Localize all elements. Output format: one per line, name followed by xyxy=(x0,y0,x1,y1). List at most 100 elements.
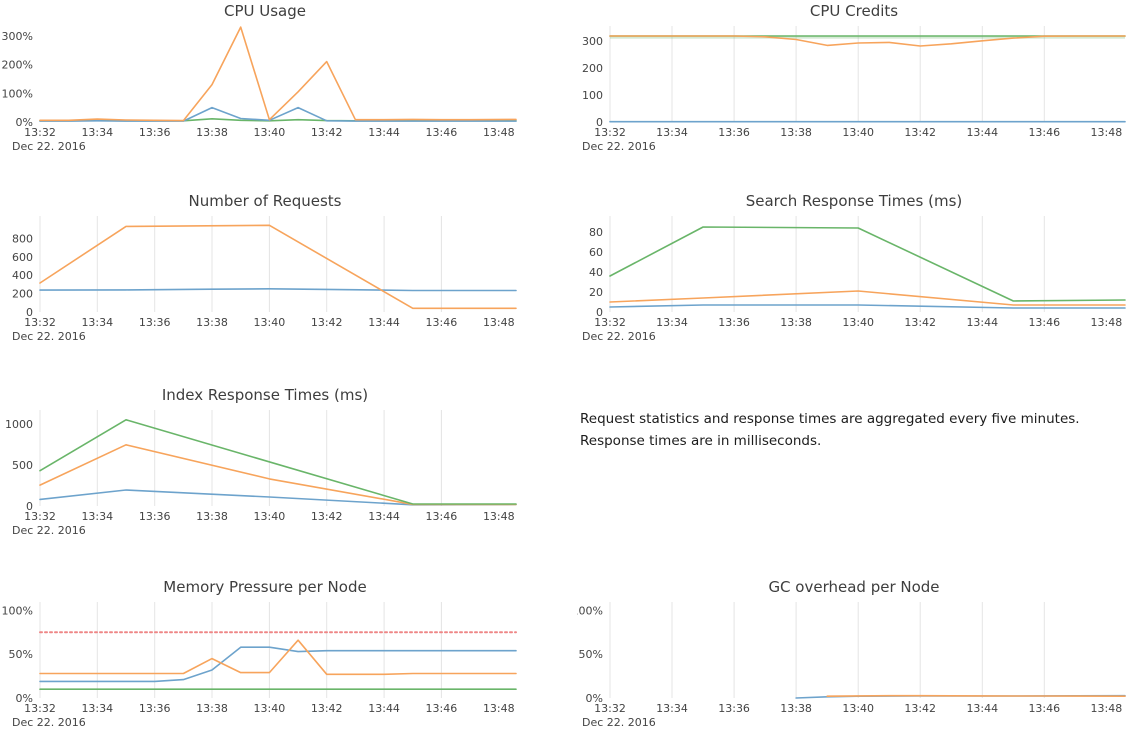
svg-text:13:38: 13:38 xyxy=(780,316,812,329)
svg-text:13:32: 13:32 xyxy=(594,316,626,329)
svg-text:Dec 22. 2016: Dec 22. 2016 xyxy=(12,330,86,343)
svg-text:13:36: 13:36 xyxy=(139,316,171,329)
svg-text:13:46: 13:46 xyxy=(426,510,458,523)
svg-text:13:32: 13:32 xyxy=(24,316,56,329)
svg-text:80: 80 xyxy=(589,226,603,239)
svg-text:100%: 100% xyxy=(2,604,33,617)
svg-text:13:34: 13:34 xyxy=(81,510,113,523)
svg-text:13:44: 13:44 xyxy=(368,510,400,523)
svg-text:300: 300 xyxy=(582,35,603,48)
svg-text:0: 0 xyxy=(596,116,603,129)
svg-text:0%: 0% xyxy=(16,692,33,705)
svg-text:13:32: 13:32 xyxy=(24,126,56,139)
svg-text:Dec 22. 2016: Dec 22. 2016 xyxy=(582,330,656,343)
svg-text:13:40: 13:40 xyxy=(254,126,286,139)
svg-text:500: 500 xyxy=(12,459,33,472)
svg-text:13:38: 13:38 xyxy=(196,316,228,329)
cpu-credits-chart[interactable]: 0 100 200 300 13:32 13:34 13:36 13:38 13:40 13:42… xyxy=(577,22,1131,154)
svg-text:13:34: 13:34 xyxy=(81,316,113,329)
svg-text:13:46: 13:46 xyxy=(1028,316,1060,329)
svg-text:13:42: 13:42 xyxy=(904,126,936,139)
svg-text:13:34: 13:34 xyxy=(656,702,688,715)
svg-text:13:34: 13:34 xyxy=(656,126,688,139)
number-of-requests-chart[interactable]: 0 200 400 600 800 13:32 13:34 13:36 13:38 13:40 13… xyxy=(0,212,530,344)
index-response-times-panel: Index Response Times (ms) 0 500 1000 13:32 1… xyxy=(0,386,530,538)
svg-text:13:40: 13:40 xyxy=(254,316,286,329)
svg-text:13:48: 13:48 xyxy=(483,316,515,329)
svg-text:13:36: 13:36 xyxy=(139,702,171,715)
cpu-usage-chart[interactable]: 0% 100% 200% 300% 13:32 13:34 13:36 13:38 13:40 1… xyxy=(0,22,530,154)
search-response-times-chart[interactable]: 0 20 40 60 80 13:32 13:34 13:36 13:38 13:40 13:42 1… xyxy=(577,212,1131,344)
svg-text:13:38: 13:38 xyxy=(196,126,228,139)
svg-text:Dec 22. 2016: Dec 22. 2016 xyxy=(12,524,86,537)
svg-text:13:38: 13:38 xyxy=(780,702,812,715)
index-response-times-chart[interactable]: 0 500 1000 13:32 13:34 13:36 13:38 13:40 13:42 13… xyxy=(0,406,530,538)
svg-text:1000: 1000 xyxy=(5,418,33,431)
svg-text:50%: 50% xyxy=(579,648,603,661)
svg-text:0: 0 xyxy=(26,500,33,513)
svg-text:13:38: 13:38 xyxy=(780,126,812,139)
svg-text:13:44: 13:44 xyxy=(368,316,400,329)
svg-text:13:40: 13:40 xyxy=(842,316,874,329)
svg-text:13:42: 13:42 xyxy=(311,126,343,139)
svg-text:Dec 22. 2016: Dec 22. 2016 xyxy=(12,140,86,153)
svg-text:50%: 50% xyxy=(9,648,33,661)
chart-title-search-response-times: Search Response Times (ms) xyxy=(745,192,963,210)
svg-text:40: 40 xyxy=(589,266,603,279)
svg-text:Dec 22. 2016: Dec 22. 2016 xyxy=(582,140,656,153)
svg-text:600: 600 xyxy=(12,251,33,264)
svg-text:100%: 100% xyxy=(577,604,603,617)
svg-text:13:44: 13:44 xyxy=(966,126,998,139)
svg-text:13:42: 13:42 xyxy=(311,510,343,523)
svg-text:200: 200 xyxy=(582,62,603,75)
gc-overhead-panel: GC overhead per Node 0% 50% 100% 13:32 13:34… xyxy=(577,578,1131,730)
svg-text:13:36: 13:36 xyxy=(139,510,171,523)
svg-text:13:36: 13:36 xyxy=(718,316,750,329)
svg-text:0%: 0% xyxy=(16,116,33,129)
cpu-usage-panel: CPU Usage 0% 100% 200% 300% 13:32 13:34 13:36 1… xyxy=(0,2,530,154)
svg-text:13:34: 13:34 xyxy=(81,126,113,139)
chart-title-cpu-credits: CPU Credits xyxy=(809,2,899,20)
gc-overhead-chart[interactable]: 0% 50% 100% 13:32 13:34 13:36 13:38 13:40 13:42 1… xyxy=(577,598,1131,730)
svg-text:13:40: 13:40 xyxy=(842,702,874,715)
svg-text:13:48: 13:48 xyxy=(483,510,515,523)
svg-text:200%: 200% xyxy=(2,59,33,72)
chart-title-number-of-requests: Number of Requests xyxy=(188,192,342,210)
number-of-requests-panel: Number of Requests 0 200 400 600 800 13:32 13:… xyxy=(0,192,530,344)
svg-text:13:42: 13:42 xyxy=(904,702,936,715)
svg-text:13:46: 13:46 xyxy=(426,316,458,329)
svg-text:13:46: 13:46 xyxy=(1028,126,1060,139)
cpu-credits-panel: CPU Credits 0 100 200 300 13:32 13:34 13:36 13:… xyxy=(577,2,1131,154)
chart-title-memory-pressure: Memory Pressure per Node xyxy=(163,578,367,596)
svg-text:0%: 0% xyxy=(586,692,603,705)
svg-text:60: 60 xyxy=(589,246,603,259)
svg-text:13:34: 13:34 xyxy=(656,316,688,329)
svg-text:13:42: 13:42 xyxy=(311,316,343,329)
svg-text:13:38: 13:38 xyxy=(196,510,228,523)
svg-text:13:42: 13:42 xyxy=(311,702,343,715)
svg-text:13:32: 13:32 xyxy=(594,126,626,139)
chart-title-index-response-times: Index Response Times (ms) xyxy=(161,386,369,404)
svg-text:20: 20 xyxy=(589,286,603,299)
svg-text:13:38: 13:38 xyxy=(196,702,228,715)
svg-text:300%: 300% xyxy=(2,30,33,43)
memory-pressure-panel: Memory Pressure per Node 0% 50% 100% 13:32 1… xyxy=(0,578,530,730)
svg-text:13:48: 13:48 xyxy=(1091,126,1123,139)
svg-text:100%: 100% xyxy=(2,87,33,100)
aggregation-note: Request statistics and response times ar… xyxy=(580,411,1080,449)
svg-text:13:36: 13:36 xyxy=(139,126,171,139)
svg-text:13:44: 13:44 xyxy=(368,702,400,715)
svg-text:13:46: 13:46 xyxy=(1028,702,1060,715)
svg-text:Dec 22. 2016: Dec 22. 2016 xyxy=(12,716,86,729)
svg-text:13:46: 13:46 xyxy=(426,702,458,715)
svg-text:0: 0 xyxy=(26,306,33,319)
svg-text:13:36: 13:36 xyxy=(718,126,750,139)
chart-title-gc-overhead: GC overhead per Node xyxy=(768,578,940,596)
svg-text:13:46: 13:46 xyxy=(426,126,458,139)
svg-text:13:42: 13:42 xyxy=(904,316,936,329)
svg-text:13:32: 13:32 xyxy=(24,702,56,715)
svg-text:13:48: 13:48 xyxy=(1091,316,1123,329)
svg-text:13:40: 13:40 xyxy=(254,510,286,523)
memory-pressure-chart[interactable]: 0% 50% 100% 13:32 13:34 13:36 13:38 13:40 13:42 1… xyxy=(0,598,530,730)
svg-text:13:40: 13:40 xyxy=(842,126,874,139)
